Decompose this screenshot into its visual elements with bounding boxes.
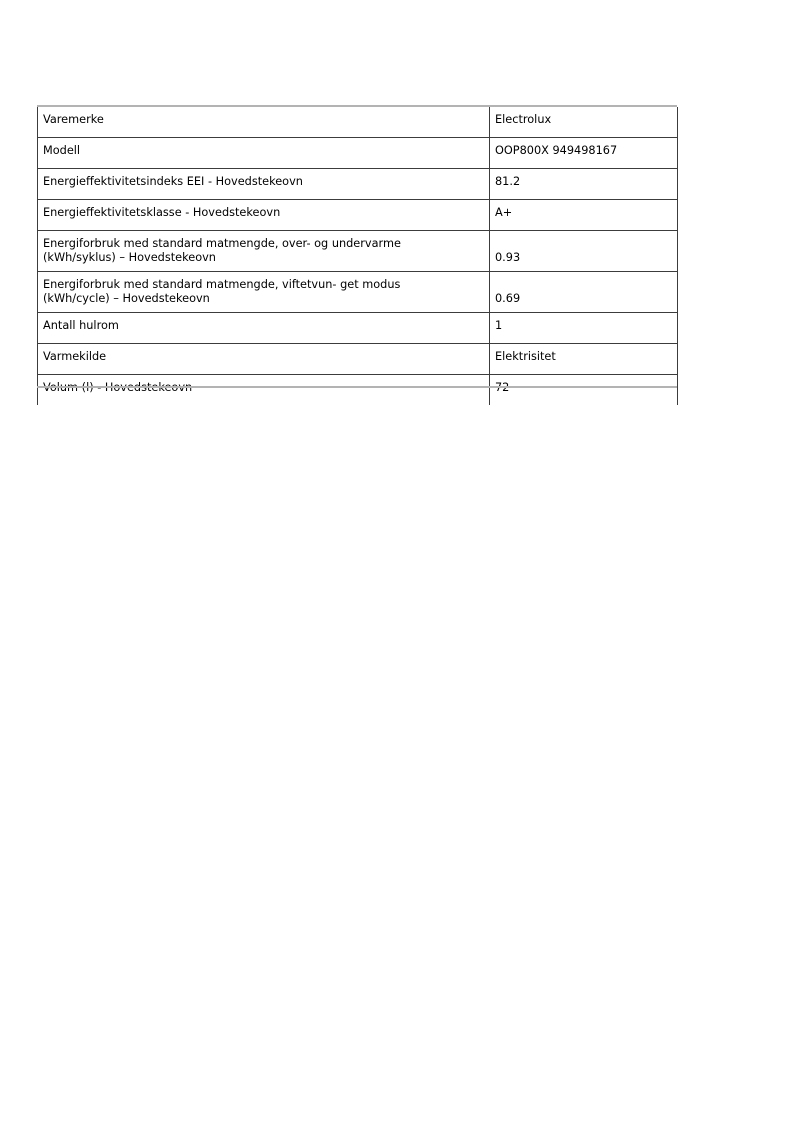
table-row: Energieffektivitetsindeks EEI - Hovedste…: [37, 168, 678, 200]
table-cell-label: Energieffektivitetsklasse - Hovedstekeov…: [37, 199, 490, 231]
table-row: Varmekilde Elektrisitet: [37, 343, 678, 375]
table-cell-value-text: A+: [495, 206, 513, 219]
table-cell-value-text: 72: [495, 381, 673, 395]
table-cell-label-text: Energiforbruk med standard matmengde, ov…: [43, 237, 401, 264]
table-cell-label-text: Energiforbruk med standard matmengde, vi…: [43, 278, 401, 305]
table-cell-label-text: Energieffektivitetsindeks EEI - Hovedste…: [43, 175, 303, 188]
table-bottom-rule: [37, 386, 677, 388]
table-cell-label-text: Antall hulrom: [43, 319, 119, 332]
table-row: Volum (l) - Hovedstekeovn 72: [37, 374, 678, 405]
table-cell-value: 72: [489, 374, 678, 405]
table-cell-value-text: 0.69: [495, 292, 521, 305]
table-cell-value: Elektrisitet: [489, 343, 678, 375]
table-cell-label-text: Energieffektivitetsklasse - Hovedstekeov…: [43, 206, 281, 219]
table-cell-value: Electrolux: [489, 107, 678, 138]
table-row: Energieffektivitetsklasse - Hovedstekeov…: [37, 199, 678, 231]
table-cell-value-text: 0.93: [495, 251, 521, 264]
table-cell-label: Volum (l) - Hovedstekeovn: [37, 374, 490, 405]
table-cell-label: Energieffektivitetsindeks EEI - Hovedste…: [37, 168, 490, 200]
table-cell-value: 1: [489, 312, 678, 344]
table-cell-label-text: Volum (l) - Hovedstekeovn: [43, 381, 485, 395]
table-row: Varemerke Electrolux: [37, 107, 678, 138]
table-cell-value: A+: [489, 199, 678, 231]
table-cell-value-text: 81.2: [495, 175, 521, 188]
table-top-rule: [37, 105, 677, 107]
table-row: Modell OOP800X 949498167: [37, 137, 678, 169]
table-cell-label-text: Varemerke: [43, 113, 104, 126]
table-cell-label: Varmekilde: [37, 343, 490, 375]
table-cell-value: 81.2: [489, 168, 678, 200]
table-cell-value: 0.69: [489, 271, 678, 313]
table-row: Antall hulrom 1: [37, 312, 678, 344]
table-body: Varemerke Electrolux Modell OOP800X 9494…: [37, 107, 678, 405]
table-cell-label: Antall hulrom: [37, 312, 490, 344]
table-cell-value-text: OOP800X 949498167: [495, 144, 618, 157]
table-cell-value: OOP800X 949498167: [489, 137, 678, 169]
table-cell-label: Energiforbruk med standard matmengde, vi…: [37, 271, 490, 313]
product-information-table: Varemerke Electrolux Modell OOP800X 9494…: [37, 107, 678, 405]
table-cell-value: 0.93: [489, 230, 678, 272]
table-cell-label: Modell: [37, 137, 490, 169]
table-cell-value-text: Elektrisitet: [495, 350, 556, 363]
table-cell-label-text: Modell: [43, 144, 81, 157]
table-row: Energiforbruk med standard matmengde, vi…: [37, 271, 678, 313]
table-cell-label: Energiforbruk med standard matmengde, ov…: [37, 230, 490, 272]
table-cell-label-text: Varmekilde: [43, 350, 107, 363]
table-cell-label: Varemerke: [37, 107, 490, 138]
table-row: Energiforbruk med standard matmengde, ov…: [37, 230, 678, 272]
table-cell-value-text: 1: [495, 319, 503, 332]
table-cell-value-text: Electrolux: [495, 113, 552, 126]
